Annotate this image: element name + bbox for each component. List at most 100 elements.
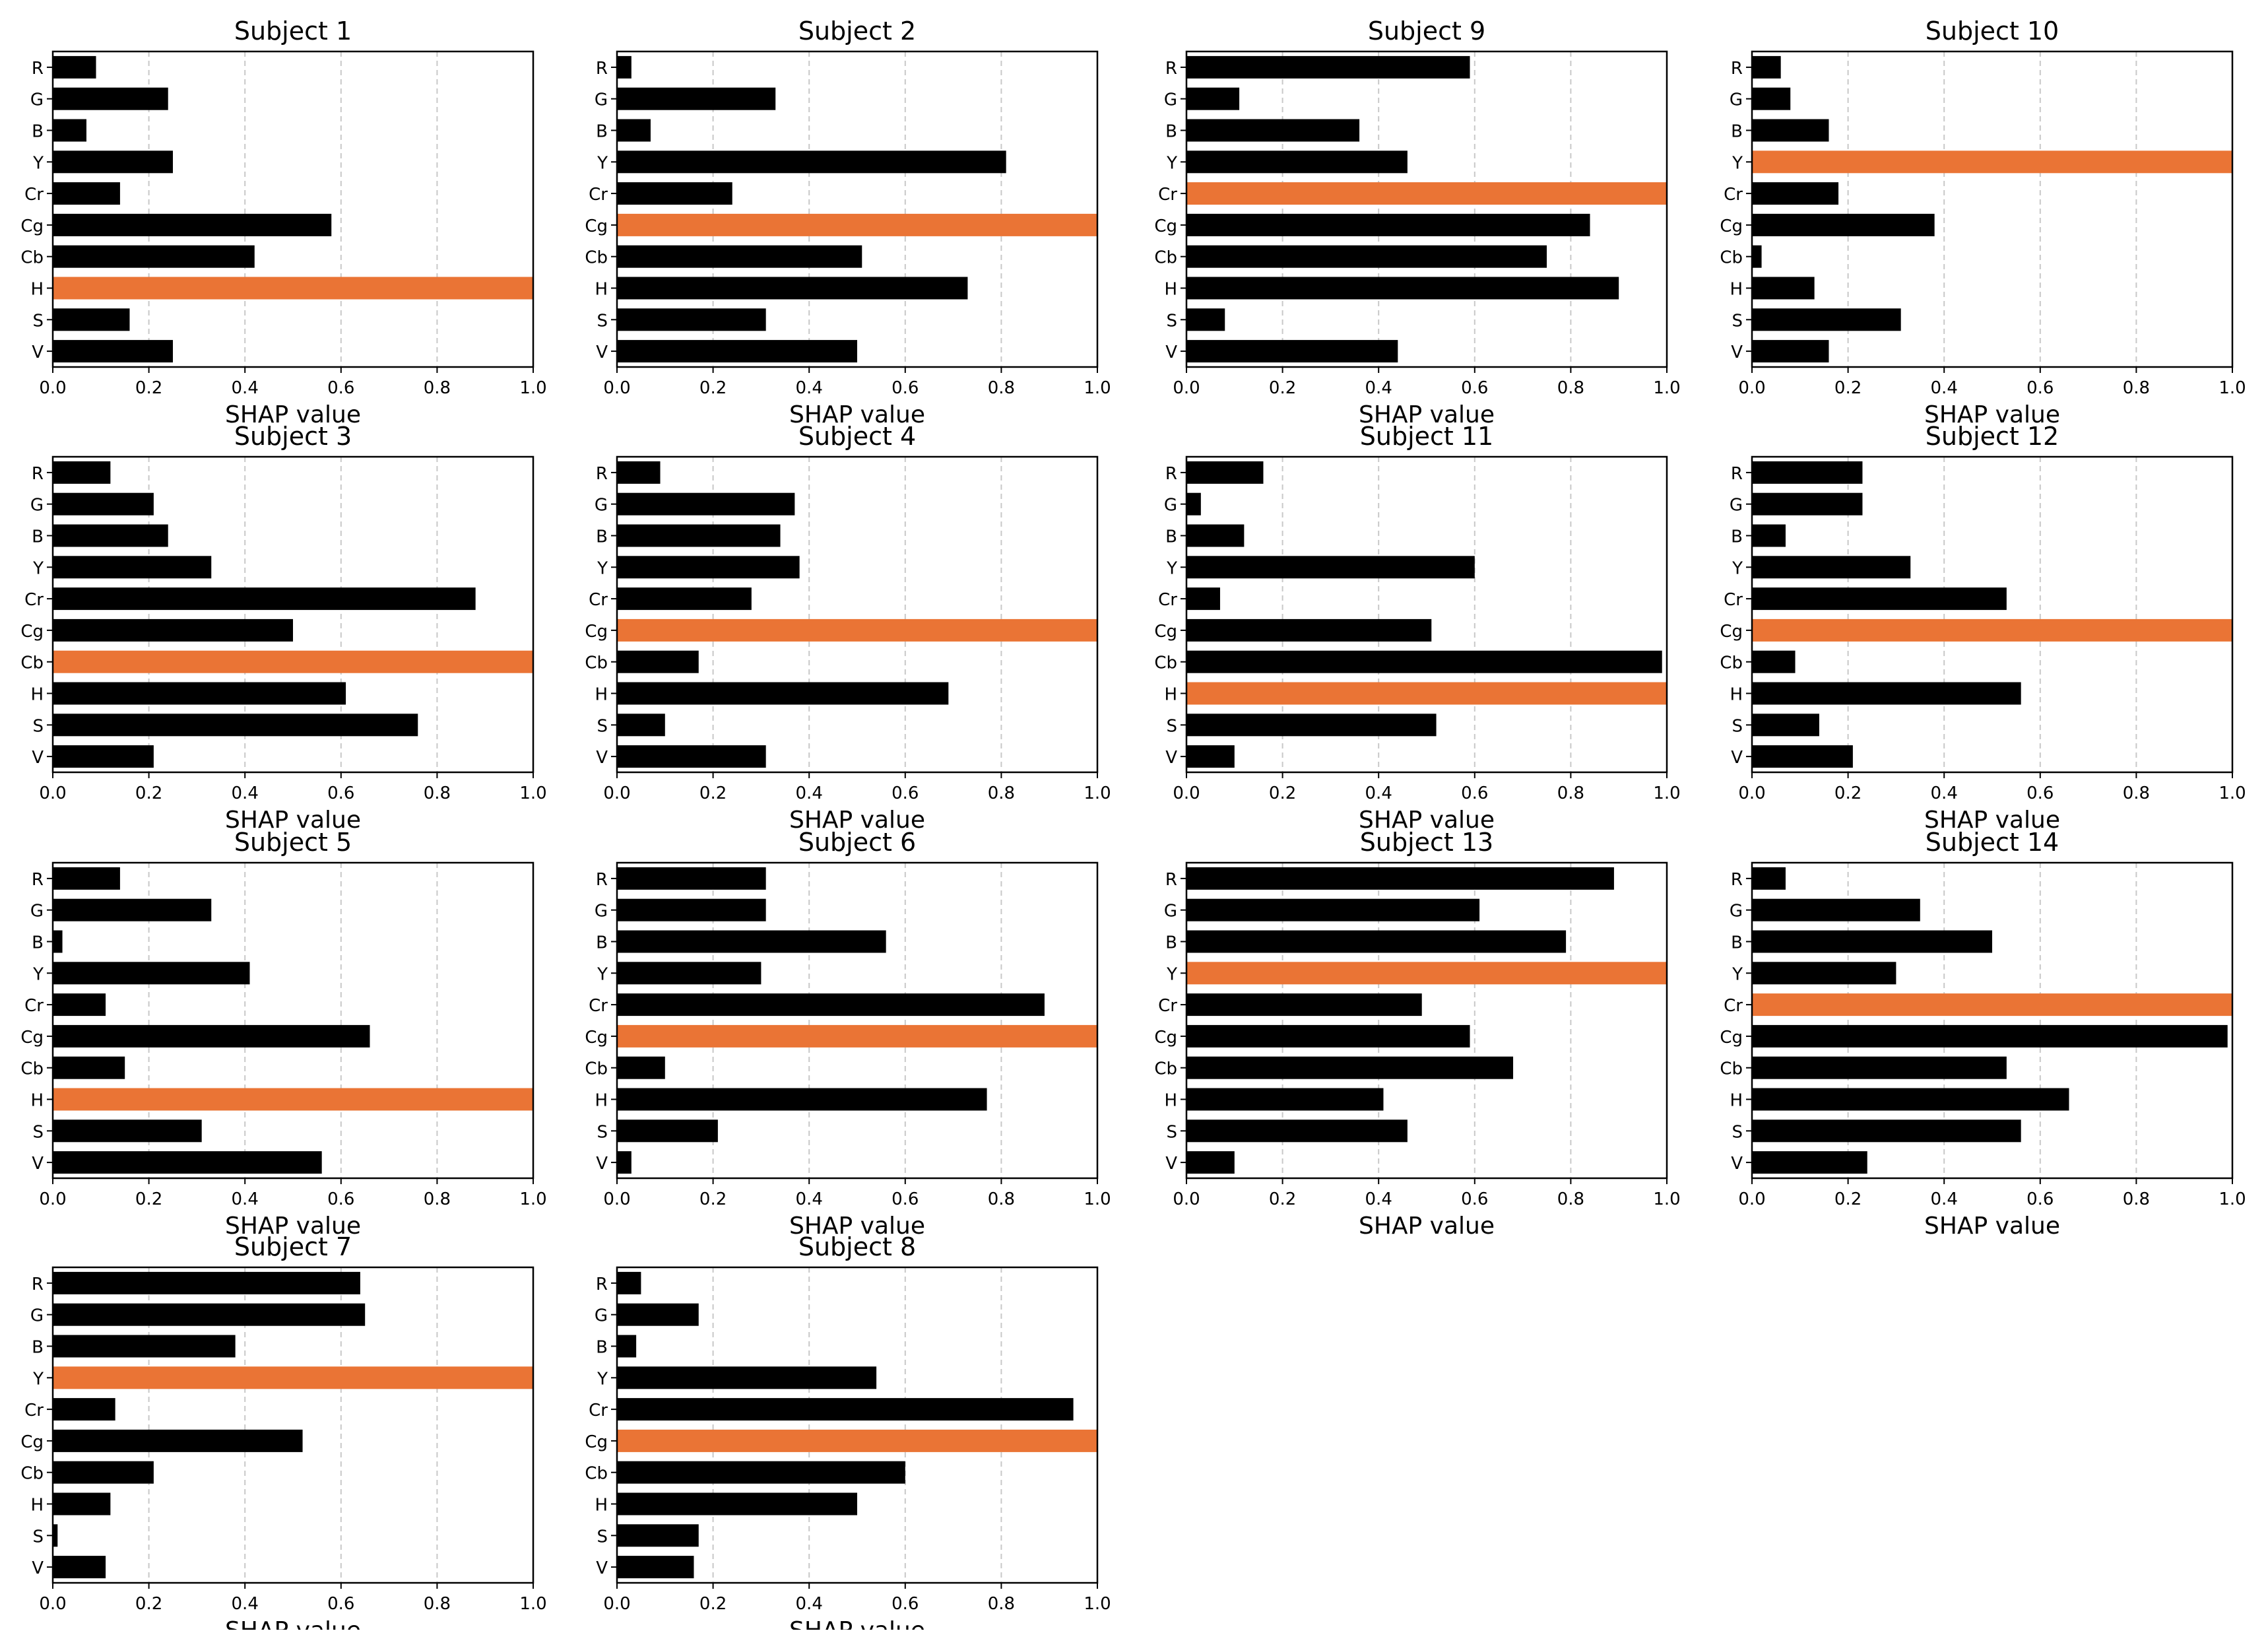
y-tick-label: V <box>596 343 608 362</box>
x-axis-label: SHAP value <box>225 807 361 834</box>
x-tick-label: 0.2 <box>135 1189 162 1209</box>
y-tick-label: Cr <box>1158 996 1177 1016</box>
plot-frame <box>1751 455 2234 774</box>
x-tick-label: 0.8 <box>1557 378 1584 398</box>
y-tick-label: B <box>596 527 608 547</box>
y-tick-label: S <box>1166 716 1177 736</box>
bar-g <box>53 87 168 110</box>
subplot-title: Subject 5 <box>234 828 352 857</box>
bar-cg-highlighted <box>617 618 1097 642</box>
x-axis-label: SHAP value <box>1924 401 2060 428</box>
bar-cb-highlighted <box>53 650 533 673</box>
x-tick-label: 0.6 <box>891 783 919 803</box>
x-tick-label: 0.6 <box>327 783 354 803</box>
x-tick-label: 0.0 <box>603 378 630 398</box>
y-tick-label: S <box>32 311 44 331</box>
bar-h <box>1752 1088 2069 1111</box>
y-tick-label: V <box>1165 748 1177 768</box>
bar-cr-highlighted <box>1752 993 2232 1016</box>
y-tick-label: G <box>1730 496 1743 516</box>
bar-s <box>1186 714 1437 737</box>
x-axis-label: SHAP value <box>789 401 925 428</box>
y-tick-label: Cb <box>1720 1059 1743 1079</box>
x-tick-label: 0.4 <box>796 1594 823 1614</box>
x-tick-label: 0.4 <box>232 378 259 398</box>
bar-y <box>617 1366 877 1389</box>
y-tick-label: B <box>32 1338 44 1358</box>
y-tick-label: H <box>1164 685 1177 705</box>
y-tick-label: Y <box>32 964 44 984</box>
bar-cg <box>53 213 332 236</box>
bar-v <box>1752 745 1853 768</box>
y-tick-label: Cr <box>24 1401 44 1420</box>
y-tick-label: G <box>1164 902 1177 921</box>
bar-cr <box>1186 993 1422 1016</box>
bar-b <box>1752 119 1829 142</box>
y-tick-label: V <box>32 1154 44 1174</box>
y-tick-label: Cr <box>589 590 608 610</box>
y-tick-label: V <box>1165 343 1177 362</box>
x-axis-label: SHAP value <box>789 1617 925 1630</box>
y-tick-label: H <box>1730 1091 1743 1111</box>
y-tick-label: H <box>595 685 608 705</box>
bar-h <box>617 1088 987 1111</box>
y-tick-label: Cg <box>585 1432 608 1452</box>
y-tick-label: G <box>30 90 44 110</box>
bar-y <box>53 556 212 579</box>
y-tick-label: R <box>1165 870 1177 890</box>
bar-b <box>53 119 86 142</box>
x-axis-label: SHAP value <box>1359 401 1495 428</box>
bar-g <box>1186 898 1480 921</box>
x-tick-label: 0.8 <box>424 1189 451 1209</box>
y-tick-label: G <box>30 496 44 516</box>
bar-h <box>617 1492 857 1516</box>
subplot-title: Subject 10 <box>1926 17 2059 46</box>
x-axis-label: SHAP value <box>225 1617 361 1630</box>
y-tick-label: Cg <box>585 1028 608 1048</box>
x-axis-label: SHAP value <box>1359 807 1495 834</box>
plot-frame <box>1185 861 1668 1180</box>
plot-frame <box>1751 861 2234 1180</box>
x-tick-label: 0.6 <box>327 378 354 398</box>
x-tick-label: 0.8 <box>2123 378 2150 398</box>
subplot-title: Subject 12 <box>1926 422 2059 451</box>
x-tick-label: 0.8 <box>424 783 451 803</box>
bar-y <box>1752 556 1911 579</box>
x-tick-label: 0.0 <box>1738 1189 1765 1209</box>
y-tick-label: Cg <box>585 217 608 236</box>
x-tick-label: 0.8 <box>988 378 1015 398</box>
x-tick-label: 0.6 <box>2026 1189 2054 1209</box>
bar-b <box>617 930 886 953</box>
x-tick-label: 0.8 <box>2123 1189 2150 1209</box>
bar-cb <box>1752 650 1796 673</box>
bar-cg <box>1752 1024 2228 1048</box>
plot-frame <box>1185 50 1668 368</box>
bar-h <box>1186 1088 1384 1111</box>
bar-cr <box>53 182 120 205</box>
x-tick-label: 0.6 <box>891 1594 919 1614</box>
bar-s <box>617 308 766 331</box>
y-tick-label: R <box>1731 464 1743 484</box>
bar-v <box>53 1556 106 1579</box>
x-tick-label: 0.2 <box>135 783 162 803</box>
x-axis-label: SHAP value <box>225 401 361 428</box>
y-tick-label: V <box>1165 1154 1177 1174</box>
y-tick-label: G <box>595 90 608 110</box>
y-tick-label: G <box>1164 90 1177 110</box>
y-tick-label: H <box>1164 1091 1177 1111</box>
x-tick-label: 0.0 <box>1173 378 1200 398</box>
x-tick-label: 0.2 <box>699 1189 727 1209</box>
bar-cg <box>53 1429 303 1452</box>
bar-y-highlighted <box>1752 150 2232 174</box>
y-tick-label: Cg <box>20 622 44 642</box>
y-tick-label: H <box>30 1496 44 1516</box>
bar-cg-highlighted <box>1752 618 2232 642</box>
bar-s <box>1186 308 1225 331</box>
bar-g <box>617 87 776 110</box>
y-tick-label: G <box>595 1306 608 1326</box>
x-tick-label: 1.0 <box>1084 1594 1111 1614</box>
